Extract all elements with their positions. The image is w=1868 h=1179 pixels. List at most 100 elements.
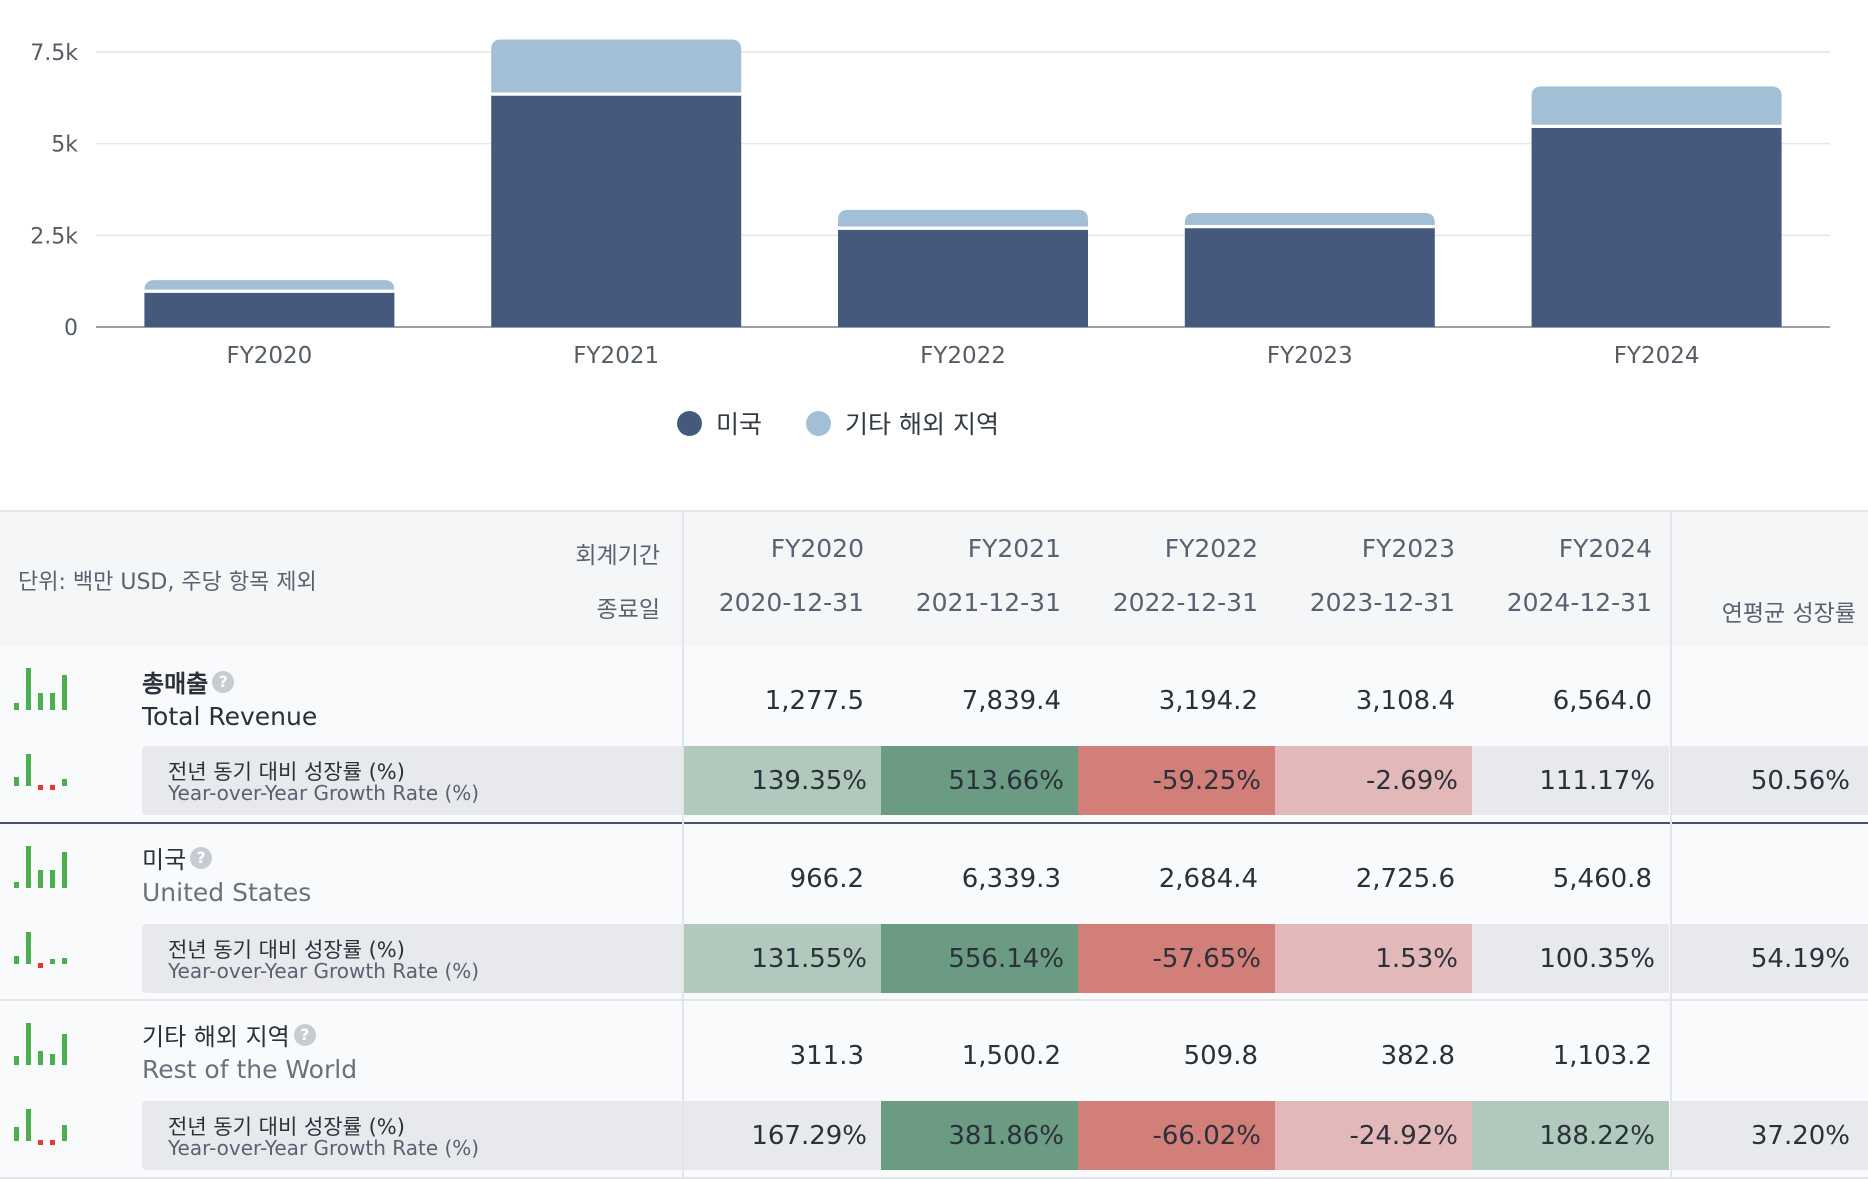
header-date-2022: 2022-12-31 [1112, 588, 1258, 617]
bar-rest-of-world-fy2024[interactable] [1531, 86, 1782, 125]
sparkline-bar [26, 846, 31, 888]
value-cell: 5,460.8 [1552, 864, 1652, 894]
growth-cell: 167.29% [684, 1101, 881, 1170]
end-date-label: 종료일 [596, 597, 660, 623]
row-label-ko: 미국 [142, 846, 187, 874]
header-date-2020: 2020-12-31 [718, 588, 864, 617]
growth-label-ko: 전년 동기 대비 성장률 (%) [168, 938, 405, 962]
sparkline-bar [14, 882, 19, 888]
sparkline-bar [14, 1056, 19, 1065]
row-name-en: United States [142, 878, 312, 907]
bar-rest-of-world-fy2023[interactable] [1184, 213, 1435, 226]
growth-cell: 188.22% [1472, 1101, 1669, 1170]
bar-rest-of-world-fy2022[interactable] [838, 209, 1088, 227]
value-cell: 7,839.4 [961, 686, 1061, 716]
growth-cell: 1.53% [1275, 924, 1472, 993]
sparkline-bar [38, 870, 43, 888]
table-header: 단위: 백만 USD, 주당 항목 제외 회계기간 종료일 FY2020 FY2… [0, 512, 1868, 648]
growth-cell: -2.69% [1275, 746, 1472, 815]
bar-rest-of-world-fy2021[interactable] [491, 39, 742, 93]
sparkline-values [14, 1023, 78, 1065]
header-year-fy2022: FY2022 [1164, 534, 1258, 563]
row-label-ko: 총매출 [142, 670, 209, 698]
help-icon[interactable]: ? [190, 846, 213, 869]
sparkline-bar [50, 1054, 55, 1065]
help-icon[interactable]: ? [293, 1023, 316, 1046]
sparkline-growth [14, 746, 78, 790]
help-icon[interactable]: ? [212, 670, 235, 693]
cagr-cell: 54.19% [1672, 924, 1868, 993]
growth-cell: 556.14% [881, 924, 1078, 993]
sparkline-growth-bar [62, 1125, 67, 1141]
x-tick-label: FY2020 [226, 343, 312, 369]
sparkline-bar [62, 852, 67, 888]
row-name-en: Rest of the World [142, 1055, 358, 1084]
growth-cell: 111.17% [1472, 746, 1669, 815]
sparkline-values [14, 846, 78, 888]
stacked-bar-chart: 0 2.5k 5k 7.5k FY2020 FY2021 FY2022 FY2023 FY202… [30, 39, 1830, 369]
row-separator [0, 999, 1868, 1001]
growth-label-box: 전년 동기 대비 성장률 (%) Year-over-Year Growth R… [142, 746, 682, 815]
value-cell: 382.8 [1380, 1041, 1455, 1071]
sparkline-growth-bar [14, 1127, 19, 1141]
row-name-ko: 기타 해외 지역 ? [142, 1017, 316, 1052]
cagr-header: 연평균 성장률 [1721, 601, 1856, 627]
growth-cell: 100.35% [1472, 924, 1669, 993]
growth-cell: -24.92% [1275, 1101, 1472, 1170]
value-cell: 6,564.0 [1552, 686, 1652, 716]
header-year-fy2024: FY2024 [1558, 534, 1652, 563]
sparkline-bar [26, 1023, 31, 1065]
legend-item-rest-of-world[interactable]: 기타 해외 지역 [806, 405, 999, 441]
period-label: 회계기간 [575, 543, 660, 569]
bar-us-fy2020[interactable] [144, 291, 395, 327]
sparkline-growth-bar [50, 1140, 55, 1145]
sparkline-growth-bar [62, 779, 67, 786]
bar-us-fy2022[interactable] [838, 228, 1088, 327]
x-tick-label: FY2024 [1614, 343, 1700, 369]
sparkline-growth-bar [26, 1109, 31, 1141]
value-cell: 1,500.2 [961, 1041, 1061, 1071]
sparkline-growth [14, 924, 78, 968]
bar-us-fy2024[interactable] [1531, 126, 1782, 328]
sparkline-growth-bar [26, 932, 31, 964]
header-year-fy2021: FY2021 [967, 534, 1061, 563]
column-divider [682, 512, 684, 1179]
sparkline-growth-bar [14, 956, 19, 964]
y-tick-label: 5k [51, 133, 78, 158]
sparkline-growth-bar [38, 785, 43, 790]
row-group-united-states: 미국 ? United States 966.2 6,339.3 2,684.4… [0, 824, 1868, 1001]
bar-rest-of-world-fy2020[interactable] [144, 280, 395, 291]
bar-us-fy2023[interactable] [1184, 227, 1435, 327]
sparkline-bar [38, 1051, 43, 1065]
sparkline-bar [50, 870, 55, 888]
x-tick-label: FY2021 [573, 343, 659, 369]
growth-label-box: 전년 동기 대비 성장률 (%) Year-over-Year Growth R… [142, 1101, 682, 1170]
sparkline-bar [62, 1034, 67, 1065]
sparkline-growth-bar [62, 958, 67, 964]
growth-cell: 131.55% [684, 924, 881, 993]
row-separator [0, 822, 1868, 824]
row-name-ko: 미국 ? [142, 840, 213, 875]
sparkline-growth-bar [50, 785, 55, 790]
cagr-cell: 50.56% [1672, 746, 1868, 815]
row-label-ko: 기타 해외 지역 [142, 1023, 290, 1051]
row-group-total-revenue: 총매출 ? Total Revenue 1,277.5 7,839.4 3,19… [0, 646, 1868, 824]
cagr-cell: 37.20% [1672, 1101, 1868, 1170]
growth-label-en: Year-over-Year Growth Rate (%) [168, 959, 480, 983]
growth-cell: 513.66% [881, 746, 1078, 815]
unit-note: 단위: 백만 USD, 주당 항목 제외 [18, 570, 317, 595]
bar-us-fy2021[interactable] [491, 94, 742, 328]
legend-label-us: 미국 [716, 410, 763, 439]
legend-item-us[interactable]: 미국 [677, 405, 762, 441]
x-tick-label: FY2023 [1267, 343, 1353, 369]
sparkline-bar [26, 668, 31, 710]
value-cell: 6,339.3 [961, 864, 1061, 894]
growth-label-en: Year-over-Year Growth Rate (%) [168, 1136, 480, 1160]
legend-swatch-us [677, 410, 703, 436]
y-tick-label: 2.5k [30, 224, 78, 249]
y-tick-label: 7.5k [30, 41, 78, 66]
row-name-ko: 총매출 ? [142, 664, 235, 699]
growth-label-ko: 전년 동기 대비 성장률 (%) [168, 760, 405, 784]
sparkline-growth-bar [38, 1140, 43, 1145]
chart-legend: 미국 기타 해외 지역 [0, 405, 1772, 441]
